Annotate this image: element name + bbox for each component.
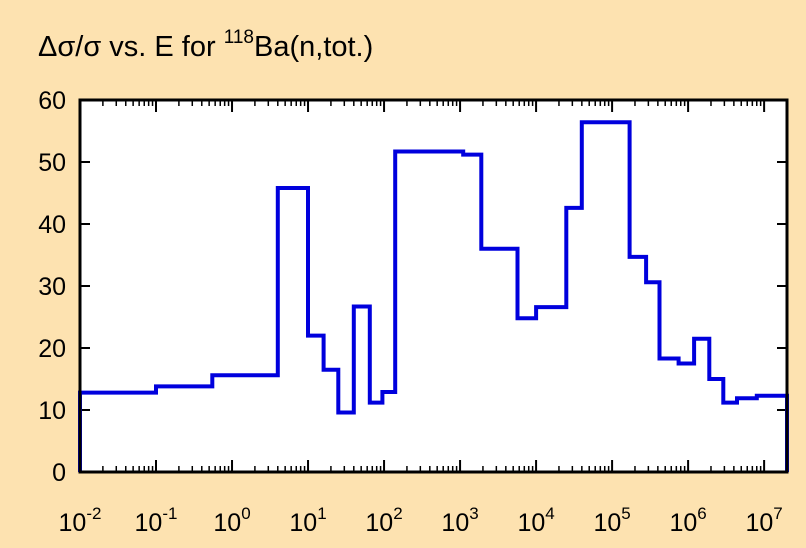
y-axis: 0 10 20 30 40 50 60 — [38, 87, 787, 487]
x-tick-label: 103 — [441, 504, 478, 537]
chart-title-reaction: Ba(n,tot.) — [254, 31, 373, 63]
plot-frame — [78, 98, 789, 474]
x-tick-label: 100 — [213, 504, 250, 537]
x-tick-label: 107 — [745, 504, 782, 537]
x-tick-label: 10-2 — [59, 504, 102, 537]
y-tick-label: 20 — [38, 335, 66, 363]
chart-title-main: Δσ/σ vs. E for — [38, 31, 224, 63]
plot-area — [80, 100, 787, 472]
y-tick-label: 0 — [52, 459, 66, 487]
x-tick-label: 101 — [289, 504, 326, 537]
chart-title-isotope-mass: 118 — [224, 27, 254, 48]
uncertainty-step-line — [78, 120, 789, 472]
y-tick-label: 40 — [38, 211, 66, 239]
x-tick-label: 10-1 — [135, 504, 178, 537]
x-tick-label: 102 — [365, 504, 402, 537]
y-tick-label: 30 — [38, 273, 66, 301]
y-tick-label: 50 — [38, 149, 66, 177]
x-tick-label: 106 — [669, 504, 706, 537]
x-tick-label: 104 — [517, 504, 554, 537]
y-tick-label: 10 — [38, 397, 66, 425]
y-tick-label: 60 — [38, 87, 66, 115]
chart-title: Δσ/σ vs. E for 118Ba(n,tot.) — [38, 27, 373, 63]
x-tick-label: 105 — [593, 504, 630, 537]
